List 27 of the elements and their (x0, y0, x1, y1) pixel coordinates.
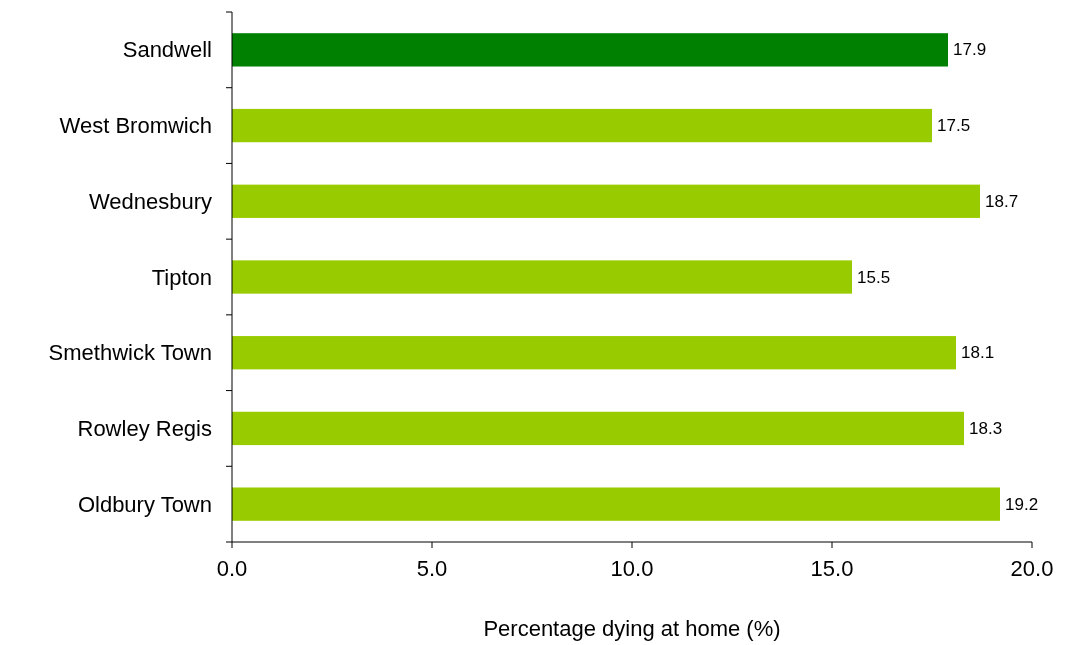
bar (232, 336, 956, 370)
data-label: 19.2 (1005, 494, 1039, 514)
data-label: 18.7 (985, 191, 1019, 211)
y-tick-label: Wednesbury (88, 188, 212, 214)
y-tick-label: Oldbury Town (77, 491, 212, 517)
bar (232, 260, 852, 294)
y-tick-label: Rowley Regis (77, 415, 212, 441)
x-tick-label: 5.0 (416, 556, 448, 581)
x-tick-label: 0.0 (216, 556, 248, 581)
x-axis-title: Percentage dying at home (%) (483, 616, 781, 641)
data-label: 18.3 (969, 418, 1003, 438)
bar (232, 184, 980, 218)
bar (232, 487, 1000, 521)
bar (232, 33, 948, 67)
data-label: 17.9 (953, 40, 987, 60)
bar (232, 411, 964, 446)
x-tick-label: 15.0 (810, 556, 854, 581)
x-tick-label: 20.0 (1010, 556, 1054, 581)
x-tick-label: 10.0 (610, 556, 654, 581)
y-tick-label: Sandwell (122, 37, 212, 63)
data-label: 17.5 (937, 116, 971, 136)
y-tick-label: West Bromwich (59, 113, 212, 139)
bar (232, 108, 932, 143)
data-label: 15.5 (857, 267, 891, 287)
data-label: 18.1 (961, 343, 995, 363)
y-tick-label: Tipton (151, 264, 212, 290)
y-tick-label: Smethwick Town (48, 340, 212, 366)
